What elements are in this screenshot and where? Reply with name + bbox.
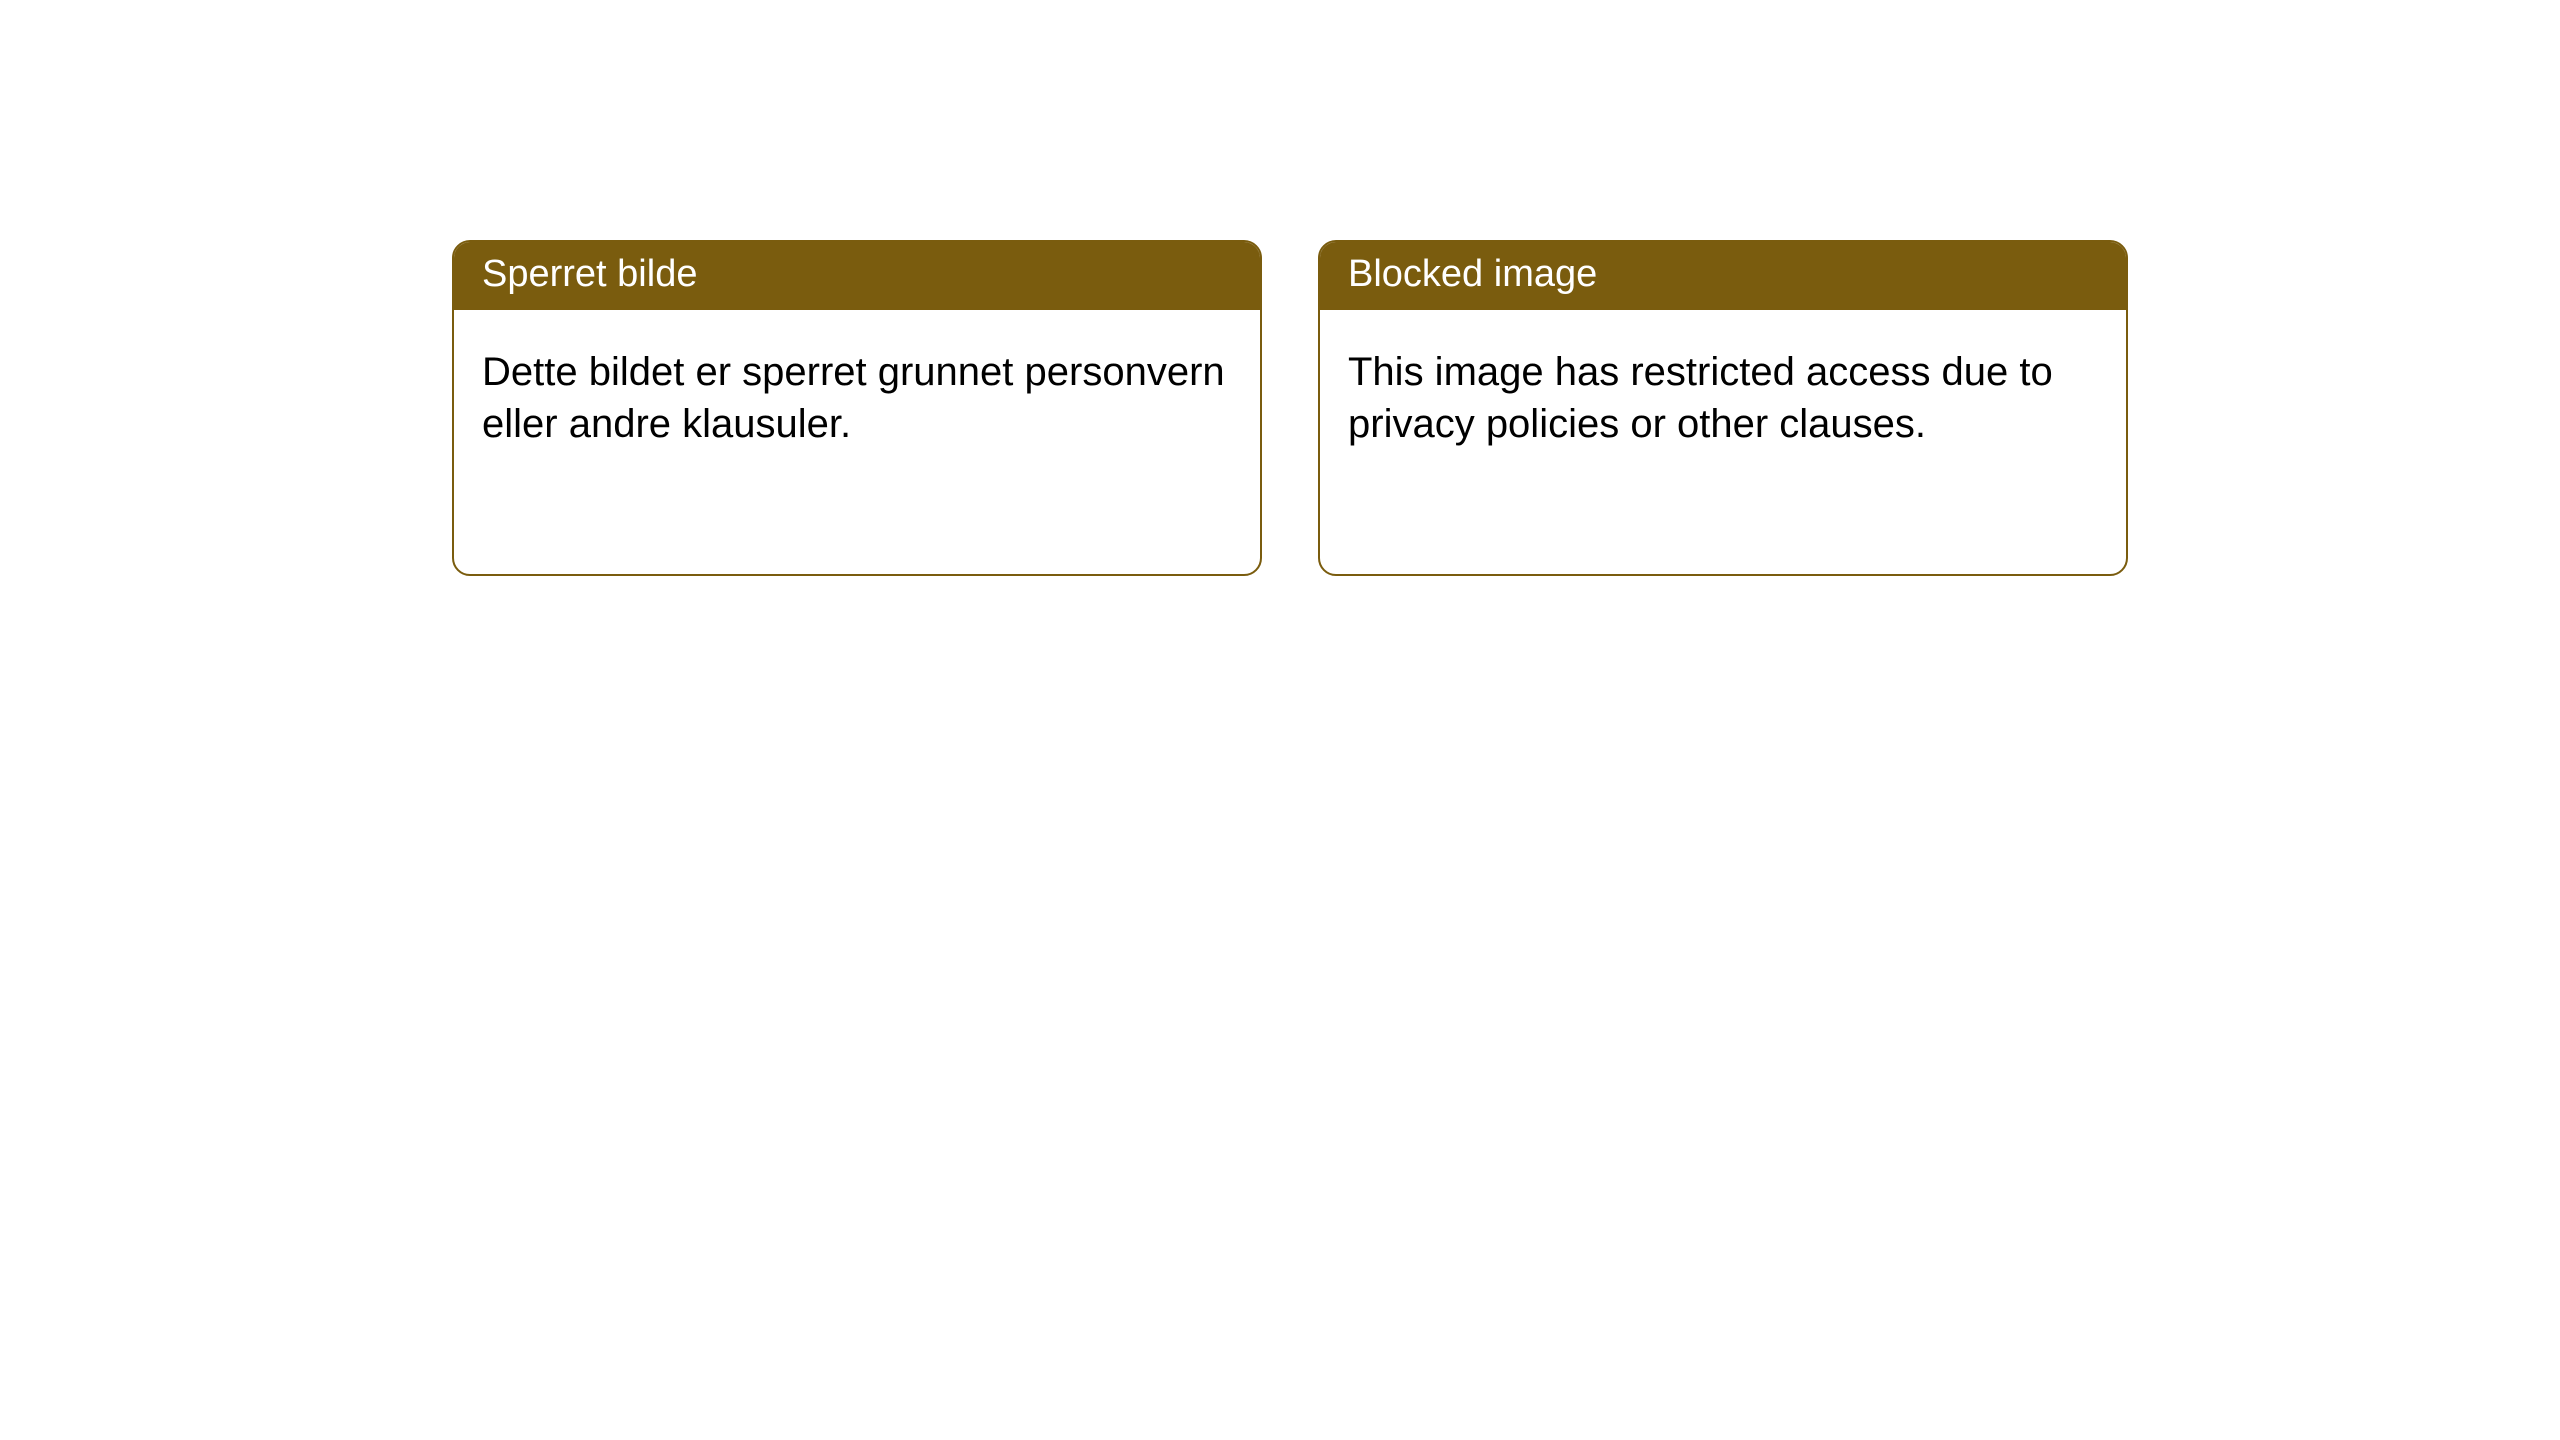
notice-card-norwegian: Sperret bilde Dette bildet er sperret gr… <box>452 240 1262 576</box>
card-header: Blocked image <box>1320 242 2126 310</box>
card-title: Blocked image <box>1348 253 1597 295</box>
card-body-text: Dette bildet er sperret grunnet personve… <box>482 350 1225 447</box>
notice-container: Sperret bilde Dette bildet er sperret gr… <box>452 240 2128 576</box>
card-header: Sperret bilde <box>454 242 1260 310</box>
card-body: Dette bildet er sperret grunnet personve… <box>454 310 1260 480</box>
notice-card-english: Blocked image This image has restricted … <box>1318 240 2128 576</box>
card-body: This image has restricted access due to … <box>1320 310 2126 480</box>
card-title: Sperret bilde <box>482 253 697 295</box>
card-body-text: This image has restricted access due to … <box>1348 350 2053 447</box>
